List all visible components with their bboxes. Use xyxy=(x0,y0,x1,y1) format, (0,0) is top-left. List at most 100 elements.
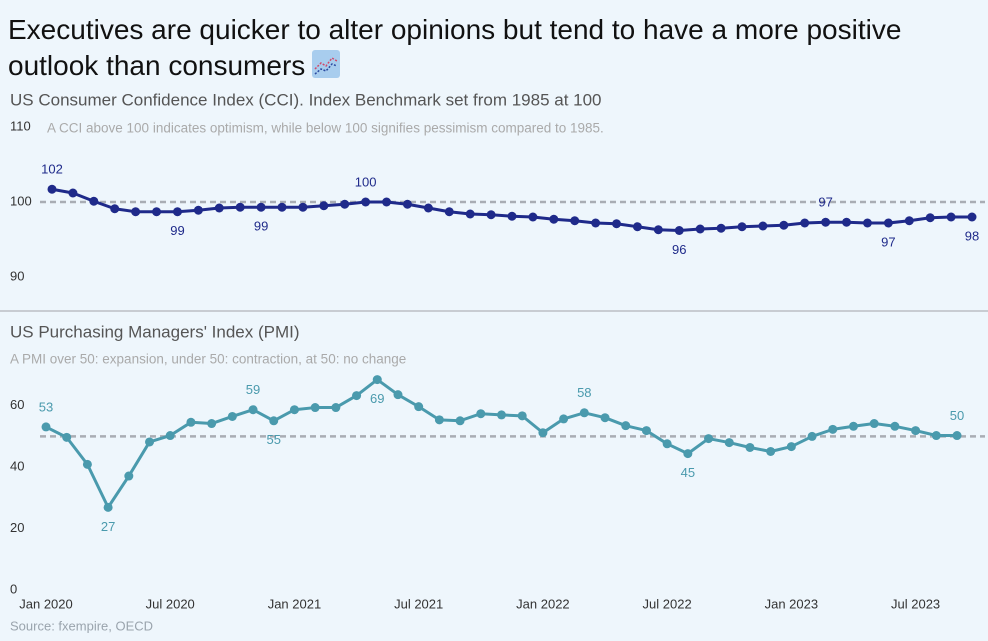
point xyxy=(145,437,155,447)
point xyxy=(331,403,341,413)
point xyxy=(800,218,810,228)
point xyxy=(549,214,559,224)
pmi-annotation: A PMI over 50: expansion, under 50: cont… xyxy=(10,352,406,367)
point xyxy=(47,184,57,194)
data-label: 98 xyxy=(965,228,979,243)
point xyxy=(821,217,831,227)
point xyxy=(423,203,433,213)
point xyxy=(612,219,622,229)
data-label: 55 xyxy=(267,432,281,447)
data-label: 50 xyxy=(950,408,964,423)
line xyxy=(51,187,972,232)
point xyxy=(414,402,424,412)
point xyxy=(737,222,747,232)
point xyxy=(256,202,266,212)
point xyxy=(455,416,465,426)
point xyxy=(632,222,642,232)
point xyxy=(82,459,92,469)
point xyxy=(807,431,817,441)
x-tick-label: Jan 2022 xyxy=(516,596,570,611)
data-label: 100 xyxy=(355,174,377,189)
cci-subtitle: US Consumer Confidence Index (CCI). Inde… xyxy=(10,90,602,109)
point xyxy=(931,431,941,441)
point xyxy=(277,202,287,212)
y-tick-label: 20 xyxy=(10,520,24,535)
point xyxy=(103,502,113,512)
data-label: 99 xyxy=(170,223,184,238)
x-tick-label: Jul 2020 xyxy=(146,596,195,611)
point xyxy=(758,221,768,231)
y-tick-label: 110 xyxy=(10,118,31,133)
point xyxy=(952,431,962,441)
point xyxy=(476,409,486,419)
point xyxy=(683,449,693,459)
point xyxy=(507,211,517,221)
title-text: Executives are quicker to alter opinions… xyxy=(8,14,902,81)
point xyxy=(186,417,196,427)
point xyxy=(967,212,977,222)
point xyxy=(695,224,705,234)
data-label: 53 xyxy=(39,399,53,414)
point xyxy=(848,421,858,431)
point xyxy=(319,201,329,211)
point xyxy=(68,188,78,198)
data-label: 27 xyxy=(101,519,115,534)
point xyxy=(444,207,454,217)
point xyxy=(434,415,444,425)
point xyxy=(528,212,538,222)
point xyxy=(131,207,141,217)
data-label: 69 xyxy=(370,391,384,406)
point xyxy=(152,207,162,217)
point xyxy=(946,212,956,222)
point xyxy=(517,411,527,421)
point xyxy=(402,199,412,209)
line xyxy=(45,378,957,509)
point xyxy=(925,213,935,223)
point xyxy=(842,217,852,227)
point xyxy=(361,197,371,207)
point xyxy=(862,218,872,228)
y-tick-label: 100 xyxy=(10,193,32,208)
point xyxy=(41,422,51,432)
point xyxy=(911,426,921,436)
point xyxy=(674,226,684,235)
source: Source: fxempire, OECD xyxy=(10,618,153,633)
point xyxy=(372,375,382,385)
point xyxy=(662,439,672,449)
point xyxy=(110,204,120,214)
data-label: 96 xyxy=(672,242,686,257)
x-tick-label: Jul 2023 xyxy=(891,596,940,611)
point xyxy=(193,205,203,215)
point xyxy=(904,216,914,226)
point xyxy=(591,218,601,228)
point xyxy=(704,434,714,444)
point xyxy=(786,442,796,452)
y-tick-label: 40 xyxy=(10,459,24,474)
point xyxy=(883,218,893,228)
point xyxy=(538,428,548,438)
point xyxy=(779,220,789,230)
point xyxy=(600,413,610,423)
point xyxy=(248,405,258,415)
y-tick-label: 60 xyxy=(10,397,24,412)
pmi-subtitle: US Purchasing Managers' Index (PMI) xyxy=(10,322,300,341)
point xyxy=(382,197,392,207)
y-tick-label: 90 xyxy=(10,268,24,283)
point xyxy=(828,424,838,434)
point xyxy=(289,405,299,415)
point xyxy=(165,431,175,441)
point xyxy=(227,411,237,421)
chart-icon xyxy=(312,50,341,78)
x-tick-label: Jul 2021 xyxy=(394,596,443,611)
x-tick-label: Jan 2023 xyxy=(765,596,819,611)
point xyxy=(172,207,182,217)
point xyxy=(269,416,279,426)
point xyxy=(724,438,734,448)
data-label: 58 xyxy=(577,385,591,400)
point xyxy=(340,199,350,209)
point xyxy=(869,419,879,429)
data-label: 45 xyxy=(681,465,695,480)
point xyxy=(486,210,496,220)
